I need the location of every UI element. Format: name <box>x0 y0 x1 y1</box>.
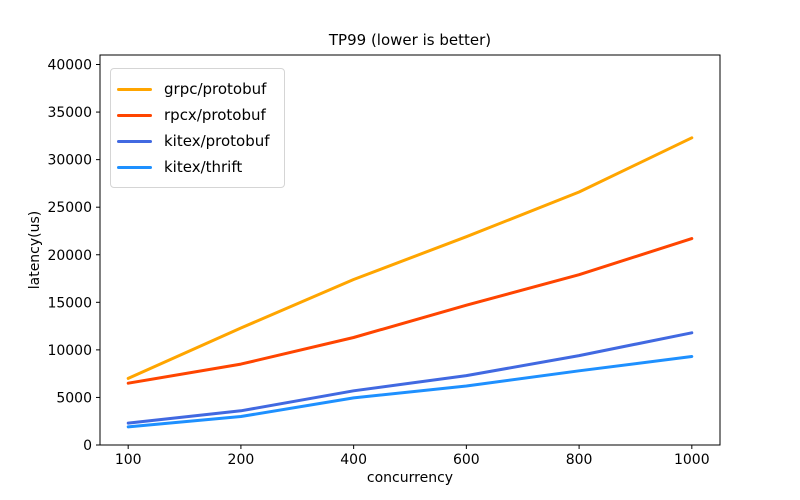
x-tick-label: 200 <box>228 452 255 468</box>
x-tick-label: 1000 <box>674 452 710 468</box>
legend-line-swatch-rpcx-protobuf <box>117 113 152 117</box>
y-tick-label: 25000 <box>47 200 92 216</box>
legend-label: kitex/protobuf <box>164 132 270 150</box>
x-tick-label: 600 <box>453 452 480 468</box>
legend-label: kitex/thrift <box>164 158 243 176</box>
legend-label: grpc/protobuf <box>164 80 267 98</box>
y-tick-label: 20000 <box>47 248 92 264</box>
y-tick-label: 35000 <box>47 105 92 121</box>
series-line-kitex-protobuf <box>126 331 694 425</box>
chart-title: TP99 (lower is better) <box>328 31 492 49</box>
legend-line-swatch-grpc-protobuf <box>117 87 152 91</box>
legend-label: rpcx/protobuf <box>164 106 266 124</box>
x-tick-label: 800 <box>566 452 593 468</box>
y-tick-label: 10000 <box>47 343 92 359</box>
legend-item-kitex-thrift: kitex/thrift <box>117 154 270 180</box>
y-tick-label: 5000 <box>56 390 92 406</box>
legend-item-rpcx-protobuf: rpcx/protobuf <box>117 102 270 128</box>
legend-line-swatch-kitex-protobuf <box>117 139 152 143</box>
legend-item-grpc-protobuf: grpc/protobuf <box>117 76 270 102</box>
series-line-rpcx-protobuf <box>126 237 694 385</box>
series-line-kitex-thrift <box>126 355 694 429</box>
y-tick-label: 15000 <box>47 295 92 311</box>
legend: grpc/protobuf rpcx/protobuf kitex/protobuf… <box>110 68 285 188</box>
axes-spines <box>99 54 721 446</box>
y-tick-label: 0 <box>83 438 92 454</box>
x-axis-label: concurrency <box>366 470 454 486</box>
y-tick-label: 30000 <box>47 153 92 169</box>
legend-item-kitex-protobuf: kitex/protobuf <box>117 128 270 154</box>
x-tick-label: 400 <box>340 452 367 468</box>
y-tick-label: 40000 <box>47 58 92 74</box>
legend-line-swatch-kitex-thrift <box>117 165 152 169</box>
x-tick-label: 100 <box>115 452 142 468</box>
series-line-grpc-protobuf <box>126 136 694 380</box>
